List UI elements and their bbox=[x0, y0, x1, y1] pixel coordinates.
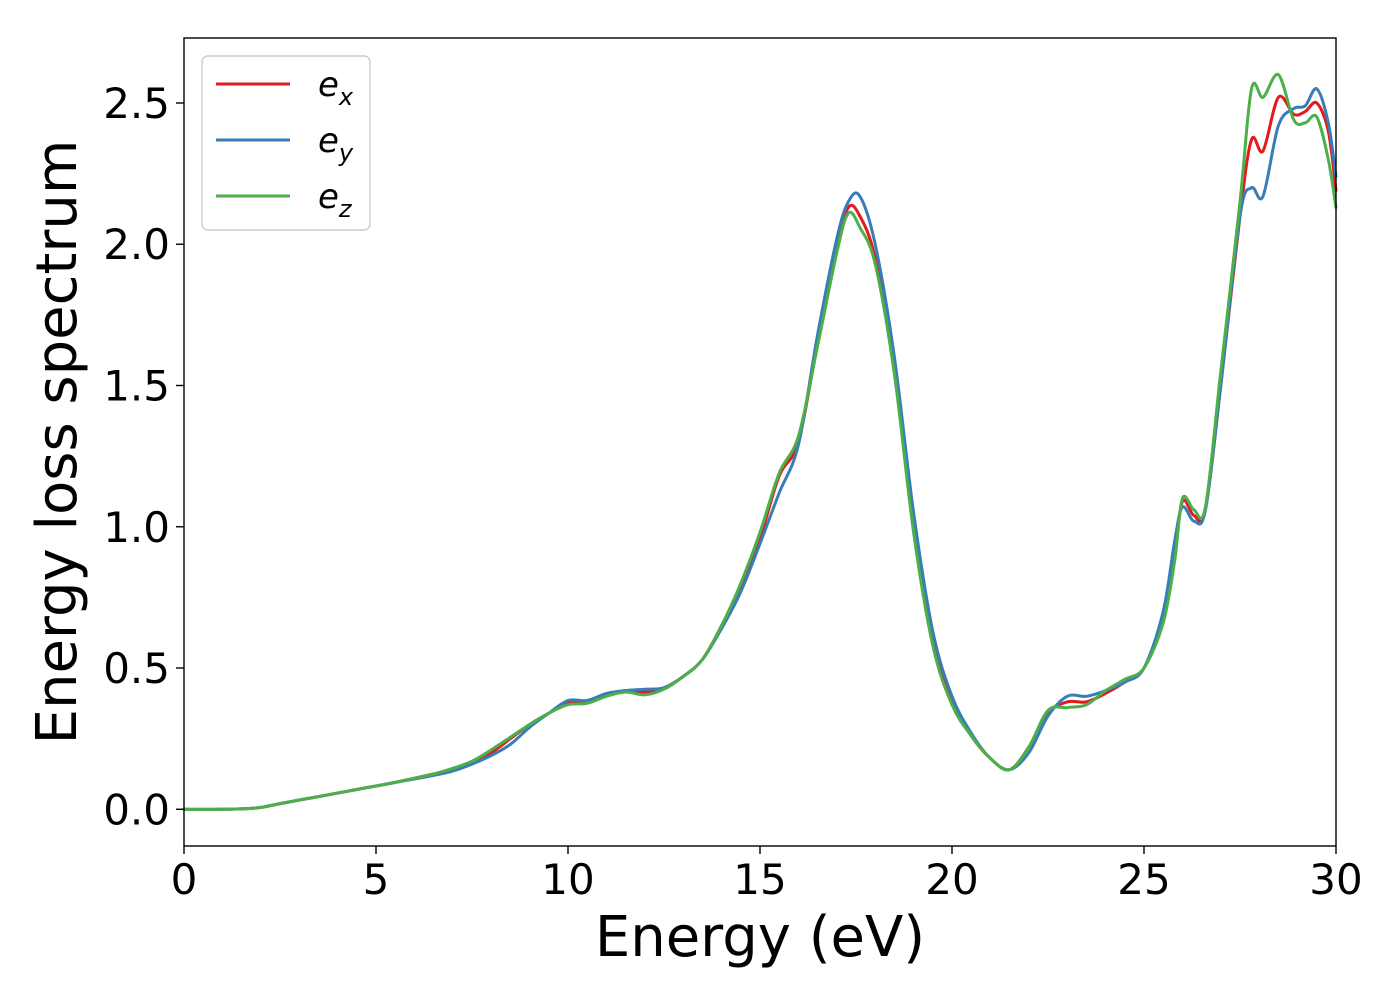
y-tick-label: 2.5 bbox=[103, 79, 170, 128]
y-tick-label: 1.0 bbox=[103, 503, 170, 552]
legend-frame bbox=[201, 55, 371, 231]
x-tick-label: 0 bbox=[171, 855, 198, 904]
legend-subscript-y: y bbox=[338, 139, 354, 167]
x-tick-label: 10 bbox=[541, 855, 594, 904]
x-tick-label: 25 bbox=[1117, 855, 1170, 904]
x-tick-label: 20 bbox=[925, 855, 978, 904]
y-tick-label: 0.5 bbox=[103, 644, 170, 693]
x-tick-label: 30 bbox=[1309, 855, 1362, 904]
plot-lines bbox=[182, 73, 1338, 811]
y-tick-label: 0.0 bbox=[103, 785, 170, 834]
y-tick-label: 2.0 bbox=[103, 220, 170, 269]
x-tick-label: 5 bbox=[363, 855, 390, 904]
y-tick-label: 1.5 bbox=[103, 361, 170, 410]
x-axis-ticks: 0 5 10 15 20 25 30 bbox=[171, 846, 1363, 904]
x-tick-label: 15 bbox=[733, 855, 786, 904]
legend-subscript-x: x bbox=[338, 83, 354, 111]
y-axis-ticks: 0.0 0.5 1.0 1.5 2.0 2.5 bbox=[103, 79, 184, 834]
legend-subscript-z: z bbox=[338, 195, 353, 223]
y-axis-label: Energy loss spectrum bbox=[25, 140, 90, 745]
series-line-z bbox=[182, 73, 1338, 811]
x-axis-label: Energy (eV) bbox=[595, 905, 925, 970]
